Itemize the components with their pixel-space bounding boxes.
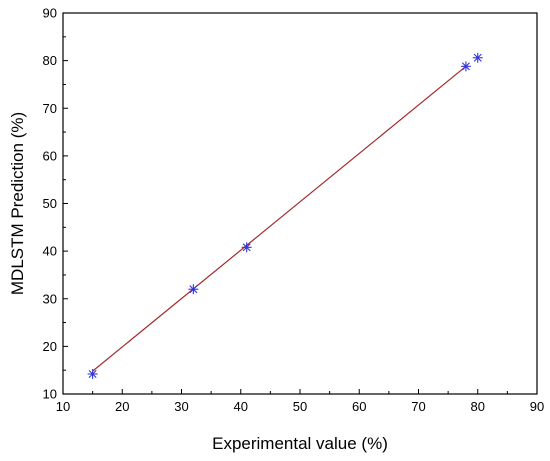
y-tick-label: 80 [43,53,57,68]
y-tick-label: 90 [43,6,57,21]
y-tick-label: 30 [43,291,57,306]
data-point [188,284,199,295]
x-axis-title: Experimental value (%) [212,434,388,453]
y-tick-label: 40 [43,244,57,259]
y-tick-label: 20 [43,339,57,354]
x-tick-label: 20 [115,399,129,414]
tick-marks [62,12,538,395]
fit-line-layer [92,65,467,372]
x-tick-label: 80 [471,399,485,414]
x-tick-label: 70 [411,399,425,414]
y-axis-title: MDLSTM Prediction (%) [8,112,27,295]
y-tick-label: 50 [43,196,57,211]
fit-line [92,65,467,372]
x-tick-label: 60 [352,399,366,414]
x-tick-label: 40 [234,399,248,414]
x-tick-label: 30 [174,399,188,414]
x-tick-label: 90 [530,399,544,414]
x-tick-label: 10 [56,399,70,414]
y-tick-labels: 10 20 30 40 50 60 70 80 90 [43,6,57,402]
data-point [472,52,483,63]
y-tick-label: 60 [43,148,57,163]
x-tick-label: 50 [293,399,307,414]
data-points [87,52,483,379]
y-tick-label: 10 [43,387,57,402]
data-point [241,242,252,253]
y-tick-label: 70 [43,101,57,116]
x-tick-labels: 10 20 30 40 50 60 70 80 90 [56,399,544,414]
data-point [87,368,98,379]
data-point [460,61,471,72]
